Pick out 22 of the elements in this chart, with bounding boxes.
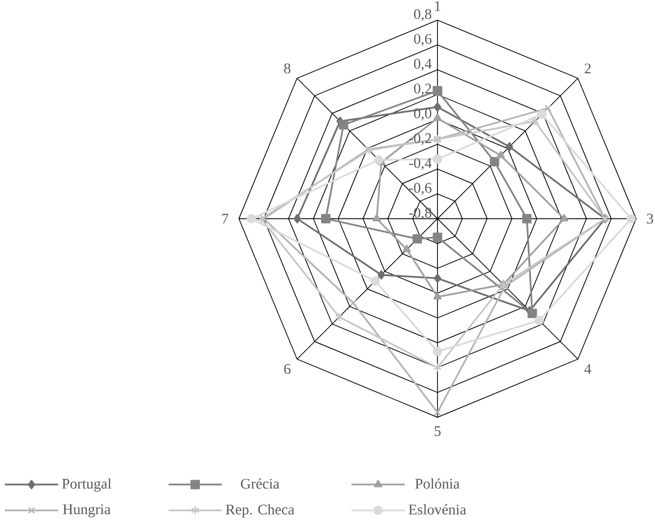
y-tick-label: 0,2 (414, 84, 432, 96)
legend-label: Grécia (240, 478, 280, 489)
legend-label: Eslovénia (408, 504, 466, 515)
y-tick-label: -0,2 (409, 133, 432, 146)
spoke-label: 4 (584, 364, 592, 374)
spoke-label: 6 (284, 364, 290, 374)
y-tick-label: -0,6 (409, 182, 432, 195)
spoke-label: 3 (647, 214, 654, 224)
legend-label: Polónia (415, 478, 460, 489)
y-tick-label: 0,6 (414, 34, 432, 46)
y-tick-label: 0,8 (414, 9, 432, 22)
spoke-label: 1 (435, 1, 440, 12)
legend-label: Portugal (62, 478, 112, 492)
y-tick-label: 0,4 (414, 58, 432, 71)
legend-label: Rep. Checa (226, 504, 294, 518)
legend-label: Hungria (62, 504, 111, 518)
spoke-label: 5 (434, 426, 441, 436)
y-tick-label: 0,0 (414, 108, 432, 120)
spoke-label: 7 (222, 214, 228, 224)
y-tick-label: -0,4 (409, 158, 432, 170)
spoke-label: 8 (284, 64, 290, 74)
spoke-label: 2 (584, 64, 591, 74)
